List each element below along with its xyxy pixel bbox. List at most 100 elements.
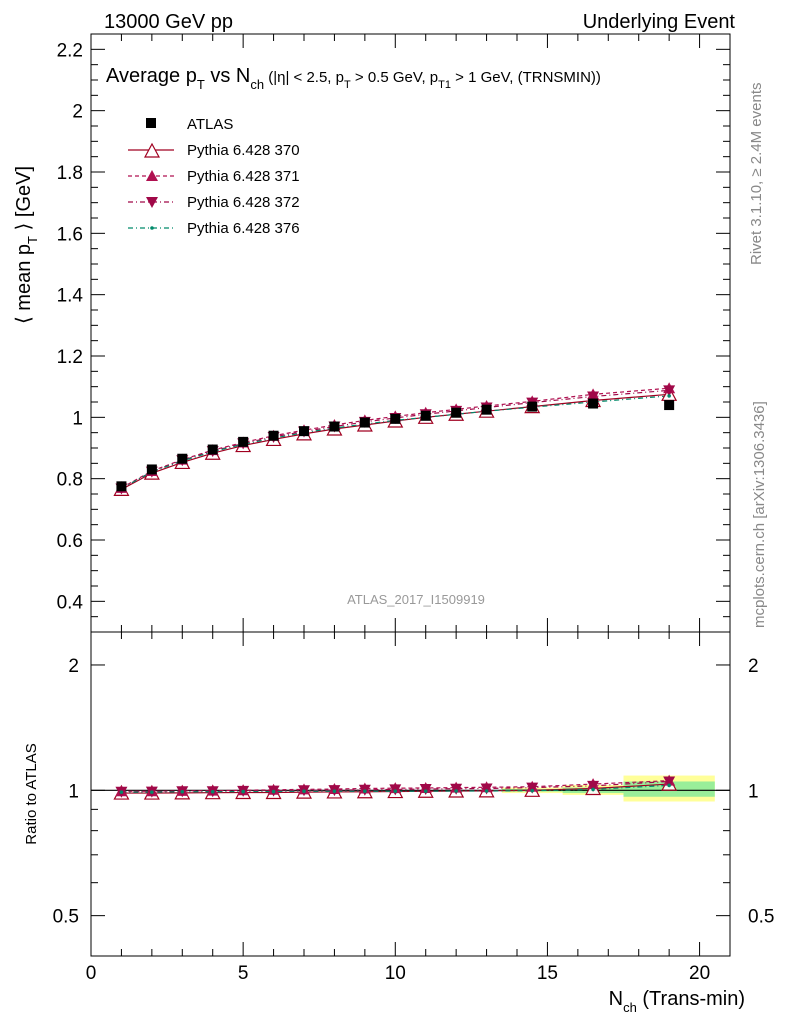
- series-0-point: [588, 398, 599, 409]
- main-y-tick-label: 2: [72, 102, 83, 123]
- x-tick-label: 10: [385, 963, 406, 984]
- main-series-markers: [113, 382, 678, 496]
- series-0-point: [664, 400, 675, 411]
- main-panel: 0.4 0.6 0.8 1 1.2 1.4 1.6 1.8 2 2.2 ATLAS_2017_I1…: [57, 33, 731, 633]
- main-x-ticks: [90, 34, 731, 632]
- main-y-tick-label: 0.4: [57, 592, 84, 613]
- main-y-tick-label: 1.6: [57, 224, 83, 245]
- ratio-y-ticks: 0.5 0.5 1 1 2 2: [53, 656, 775, 928]
- ratio-3-point: [450, 783, 463, 795]
- main-y-ticks: 0.4 0.6 0.8 1 1.2 1.4 1.6 1.8 2 2.2: [57, 33, 730, 633]
- ratio-line-4: [121, 784, 670, 793]
- main-y-tick-label: 1: [72, 408, 83, 429]
- series-0-point: [299, 426, 309, 437]
- main-y-tick-label: 2.2: [57, 40, 83, 61]
- main-y-tick-label: 1.8: [57, 163, 83, 184]
- x-tick-label: 0: [86, 963, 97, 984]
- ratio-y-tick-label-right: 0.5: [748, 907, 774, 928]
- series-0-point: [451, 407, 462, 418]
- title-cuts-a: (|η| < 2.5, p: [264, 69, 344, 86]
- ratio-3-point: [480, 783, 493, 795]
- title-cuts-b: > 0.5 GeV, p: [351, 69, 438, 86]
- legend-label-376: Pythia 6.428 376: [187, 220, 300, 237]
- ratio-4-point: [332, 789, 337, 794]
- main-y-tick-label: 1.4: [57, 286, 84, 307]
- ratio-4-point: [591, 787, 595, 792]
- series-0-point: [207, 444, 218, 455]
- series-3-point: [663, 385, 676, 397]
- ratio-4-point: [667, 783, 671, 788]
- ratio-x-ticks: 0 5 10 15 20: [86, 632, 731, 984]
- series-line-3: [121, 389, 670, 490]
- x-axis-title-sub: ch: [623, 1000, 637, 1015]
- ratio-4-point: [180, 789, 185, 794]
- x-tick-label: 5: [238, 963, 249, 984]
- x-axis-title: Nch (Trans-min): [609, 988, 745, 1015]
- ratio-3-point: [587, 780, 600, 792]
- series-3-point: [587, 391, 600, 403]
- title-main: Average p: [106, 65, 197, 87]
- title-vs-sub: ch: [250, 77, 264, 92]
- main-series-group: [113, 382, 678, 496]
- y-axis-title: ⟨ mean pT ⟩ [GeV]: [13, 166, 40, 324]
- mcplots-label: mcplots.cern.ch [arXiv:1306.3436]: [751, 401, 768, 628]
- series-0-point: [146, 464, 157, 475]
- legend-marker-376: [150, 226, 154, 230]
- ratio-4-point: [530, 788, 535, 793]
- ratio-3-point: [526, 782, 539, 794]
- ratio-4-point: [363, 789, 367, 794]
- ratio-4-point: [150, 790, 154, 794]
- series-0-point: [390, 413, 401, 424]
- main-y-tick-label: 0.8: [57, 470, 83, 491]
- header-left: 13000 GeV pp: [104, 11, 233, 33]
- y-axis-title-sub: T: [25, 236, 40, 244]
- ratio-4-point: [210, 789, 215, 794]
- ratio-4-point: [241, 789, 245, 794]
- title-cuts-b-sub: T1: [438, 79, 451, 91]
- series-0-point: [268, 430, 279, 441]
- series-line-2: [121, 387, 670, 489]
- series-0-point: [238, 436, 249, 447]
- title-main-sub: T: [197, 77, 205, 92]
- title-vs: vs N: [205, 65, 251, 87]
- main-y-tick-label: 0.6: [57, 531, 83, 552]
- legend-marker-370: [143, 142, 161, 158]
- header-right: Underlying Event: [583, 11, 736, 33]
- legend-marker-371: [146, 170, 158, 181]
- main-series-lines: [121, 387, 670, 490]
- series-4-point: [667, 394, 671, 398]
- legend-label-atlas: ATLAS: [187, 116, 233, 133]
- y-axis-title-rest: ⟩ [GeV]: [13, 166, 35, 236]
- main-y-tick-label: 1.2: [57, 347, 83, 368]
- legend-marker-372: [146, 197, 158, 208]
- series-0-point: [177, 453, 188, 464]
- y-axis-title-main: ⟨ mean p: [13, 244, 35, 324]
- ratio-series-group: [91, 774, 730, 800]
- x-tick-label: 15: [537, 963, 558, 984]
- ratio-4-point: [302, 789, 306, 794]
- ratio-4-point: [393, 789, 398, 794]
- series-line-4: [121, 395, 670, 490]
- ratio-frame: [90, 631, 731, 957]
- ratio-y-tick-label-right: 2: [748, 656, 759, 677]
- ratio-4-point: [454, 789, 458, 793]
- x-tick-label: 20: [689, 963, 710, 984]
- series-0-point: [359, 417, 370, 428]
- legend-label-371: Pythia 6.428 371: [187, 168, 300, 185]
- ratio-y-tick-label: 0.5: [53, 907, 79, 928]
- ratio-axis-title: Ratio to ATLAS: [23, 743, 40, 844]
- legend-label-372: Pythia 6.428 372: [187, 194, 300, 211]
- ratio-3-point: [663, 776, 676, 788]
- series-0-point: [481, 404, 492, 415]
- ratio-4-point: [119, 790, 124, 794]
- series-0-point: [116, 481, 127, 492]
- x-axis-title-rest: (Trans-min): [637, 988, 745, 1010]
- title-cuts-a-sub: T: [344, 79, 351, 91]
- ratio-y-tick-label-right: 1: [748, 781, 759, 802]
- x-axis-title-main: N: [609, 988, 623, 1010]
- ratio-panel: 0.5 0.5 1 1 2 2 0 5 10 15 20 Ratio to ATLAS: [23, 631, 775, 984]
- ratio-line-2: [121, 780, 670, 792]
- ratio-y-tick-label: 2: [68, 656, 79, 677]
- legend-label-370: Pythia 6.428 370: [187, 142, 300, 159]
